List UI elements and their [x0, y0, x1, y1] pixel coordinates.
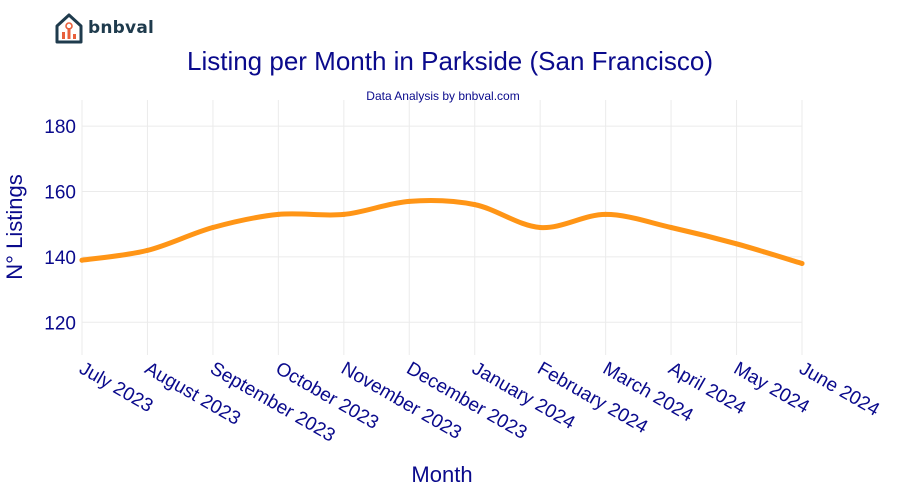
y-axis-label: N° Listings — [2, 174, 27, 279]
data-point — [734, 241, 740, 247]
x-tick-label: June 2024 — [796, 358, 884, 421]
grid-lines — [81, 100, 803, 355]
data-point — [275, 211, 281, 217]
data-point — [799, 260, 805, 266]
data-point — [668, 225, 674, 230]
y-tick-label: 140 — [44, 248, 76, 269]
data-point — [603, 211, 609, 217]
x-tick-label: February 2024 — [534, 358, 652, 438]
series-line — [79, 197, 805, 266]
data-point — [341, 211, 347, 217]
x-tick-label: July 2023 — [76, 358, 157, 417]
y-tick-label: 180 — [44, 117, 76, 138]
chart-subtitle: Data Analysis by bnbval.com — [366, 89, 519, 103]
brand-logo: bnbval — [54, 12, 154, 44]
data-point — [210, 225, 216, 230]
brand-name: bnbval — [88, 18, 155, 38]
data-point — [144, 247, 150, 253]
series-lines — [79, 197, 805, 266]
data-point — [406, 198, 412, 204]
data-point — [472, 202, 478, 208]
data-point — [537, 225, 543, 230]
x-axis-label: Month — [411, 462, 472, 487]
y-tick-labels: 120 140 160 180 — [44, 117, 76, 334]
house-chart-icon — [55, 13, 83, 44]
data-point — [79, 257, 85, 263]
chart-title: Listing per Month in Parkside (San Franc… — [187, 46, 713, 76]
y-tick-label: 120 — [44, 313, 76, 334]
y-tick-label: 160 — [44, 183, 76, 204]
